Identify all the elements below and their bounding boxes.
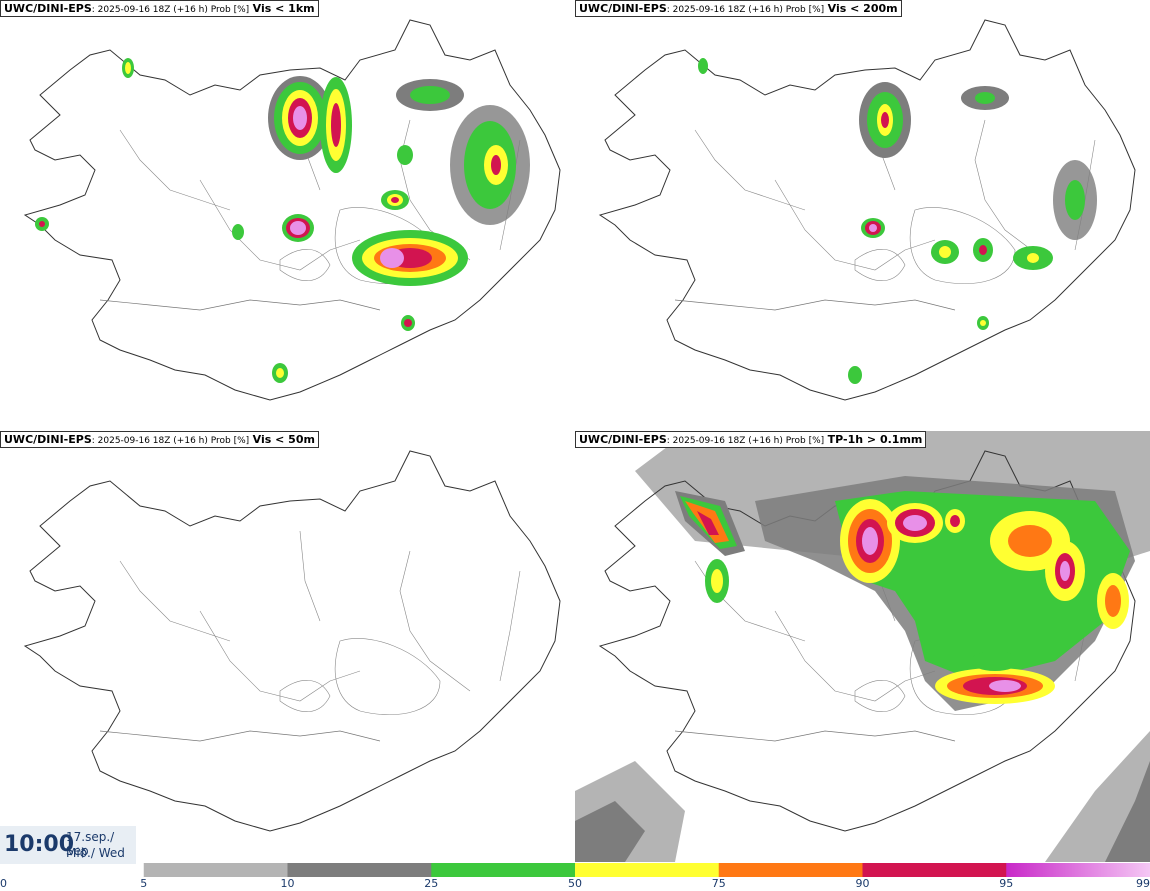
blob: [397, 145, 413, 165]
blob: [698, 58, 708, 74]
blob: [401, 315, 415, 331]
blob: [122, 58, 134, 78]
blob: [861, 218, 885, 238]
model-name: UWC/DINI-EPS: [4, 433, 92, 446]
colorbar-bin: [575, 863, 720, 877]
blob: [705, 559, 729, 603]
blob: [352, 230, 468, 286]
colorbar-tick-label: 5: [140, 877, 148, 890]
colorbar-bin: [862, 863, 1007, 877]
model-name: UWC/DINI-EPS: [579, 2, 667, 15]
colorbar-tick-label: 95: [999, 877, 1014, 890]
blob: [931, 240, 959, 264]
prob-field-precip: [675, 476, 1135, 711]
run-info: : 2025-09-16 18Z (+16 h) Prob [%]: [91, 5, 250, 15]
colorbar-bin: [0, 863, 145, 877]
valid-time: 10:00: [4, 832, 75, 857]
colorbar-bin: [1006, 863, 1150, 877]
variable-name: Vis < 1km: [252, 2, 315, 15]
blob: [35, 217, 49, 231]
map-panel-vis-200m: UWC/DINI-EPS: 2025-09-16 18Z (+16 h) Pro…: [575, 0, 1150, 431]
colorbar-tick-label: 99: [1136, 877, 1150, 890]
blob: [396, 79, 464, 111]
prob-field-vis-1km: [35, 58, 530, 383]
variable-name: TP-1h > 0.1mm: [827, 433, 923, 446]
map-vis-50m: [24, 450, 561, 832]
prob-field-vis-200m: [698, 58, 1097, 384]
blob: [320, 77, 352, 173]
panel-header: UWC/DINI-EPS: 2025-09-16 18Z (+16 h) Pro…: [0, 431, 319, 448]
valid-weekday: Mið./ Wed: [66, 846, 125, 860]
colorbar-bin: [431, 863, 576, 877]
panel-header: UWC/DINI-EPS: 2025-09-16 18Z (+16 h) Pro…: [575, 0, 902, 17]
blob: [1013, 246, 1053, 270]
blob: [973, 238, 993, 262]
colorbar-bin: [143, 863, 288, 877]
panel-header: UWC/DINI-EPS: 2025-09-16 18Z (+16 h) Pro…: [0, 0, 319, 17]
blob: [935, 668, 1055, 704]
blob: [675, 491, 745, 556]
blob: [961, 86, 1009, 110]
blob: [381, 190, 409, 210]
blob: [945, 509, 965, 533]
blob: [232, 224, 244, 240]
blob: [971, 651, 1019, 671]
blob: [887, 503, 943, 543]
model-name: UWC/DINI-EPS: [4, 2, 92, 15]
variable-name: Vis < 200m: [827, 2, 898, 15]
colorbar-tick-label: 90: [855, 877, 870, 890]
map-panel-vis-1km: UWC/DINI-EPS: 2025-09-16 18Z (+16 h) Pro…: [0, 0, 575, 431]
variable-name: Vis < 50m: [252, 433, 315, 446]
colorbar-tick-label: 75: [711, 877, 726, 890]
blob: [977, 316, 989, 330]
blob: [859, 82, 911, 158]
blob: [268, 76, 332, 160]
colorbar-bin: [287, 863, 432, 877]
run-info: : 2025-09-16 18Z (+16 h) Prob [%]: [666, 5, 825, 15]
colorbar-tick-label: 10: [280, 877, 295, 890]
colorbar-bin: [718, 863, 863, 877]
colorbar: [0, 863, 1150, 877]
blob: [840, 499, 900, 583]
map-panel-vis-50m: UWC/DINI-EPS: 2025-09-16 18Z (+16 h) Pro…: [0, 431, 575, 862]
blob: [1053, 160, 1097, 240]
valid-date: 17.sep./ Sep: [66, 830, 115, 858]
blob: [450, 105, 530, 225]
blob: [282, 214, 314, 242]
blob: [272, 363, 288, 383]
run-info: : 2025-09-16 18Z (+16 h) Prob [%]: [91, 436, 250, 446]
colorbar-tick-label: 0: [0, 877, 7, 890]
blob: [848, 366, 862, 384]
run-info: : 2025-09-16 18Z (+16 h) Prob [%]: [666, 436, 825, 446]
blob: [1097, 573, 1129, 629]
panel-header: UWC/DINI-EPS: 2025-09-16 18Z (+16 h) Pro…: [575, 431, 927, 448]
colorbar-tick-label: 50: [568, 877, 582, 890]
blob: [1045, 541, 1085, 601]
colorbar-tick-label: 25: [424, 877, 439, 890]
model-name: UWC/DINI-EPS: [579, 433, 667, 446]
valid-time-box: 10:00 17.sep./ Sep Mið./ Wed: [0, 826, 136, 864]
map-panel-precip: UWC/DINI-EPS: 2025-09-16 18Z (+16 h) Pro…: [575, 431, 1150, 862]
